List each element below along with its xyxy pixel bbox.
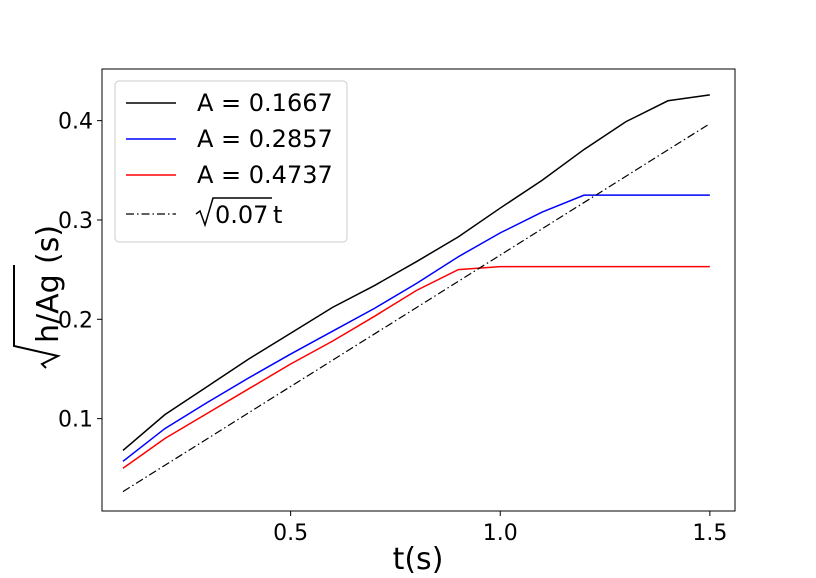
x-axis-label: t(s) — [393, 542, 444, 574]
x-tick-label: 1.5 — [692, 521, 727, 546]
series-line-2 — [122, 265, 710, 469]
legend-label-a0: A = 0.1667 — [197, 89, 333, 117]
series-line-3 — [122, 123, 711, 493]
legend-label-a1: A = 0.2857 — [197, 125, 333, 153]
y-tick-label: 0.4 — [58, 110, 93, 135]
legend: A = 0.1667 A = 0.2857 A = 0.4737 0.07 t — [114, 80, 348, 243]
x-tick-label: 1.0 — [483, 521, 518, 546]
ticks-layer: 0.5 1.0 1.5 0.1 0.2 0.3 0.4 — [58, 110, 727, 546]
y-tick-label: 0.2 — [58, 308, 93, 333]
y-tick-label: 0.3 — [58, 209, 93, 234]
series-line-1 — [122, 194, 710, 462]
y-axis-label: h/Ag (s) — [13, 225, 66, 369]
legend-label-reference-suffix: t — [273, 201, 282, 229]
y-tick-label: 0.1 — [58, 408, 93, 433]
series-line-0 — [122, 94, 710, 451]
plot-frame — [101, 68, 736, 512]
y-axis-label-suffix: (s) — [31, 225, 66, 264]
y-label-radical-sign — [13, 265, 61, 369]
legend-label-reference-radicand: 0.07 — [215, 201, 268, 229]
legend-label-a2: A = 0.4737 — [197, 161, 333, 189]
series-layer — [122, 94, 711, 493]
legend-box — [114, 80, 348, 243]
legend-radical-sign — [195, 197, 272, 228]
x-tick-label: 0.5 — [273, 521, 308, 546]
y-axis-label-radicand: h/Ag — [31, 274, 66, 343]
